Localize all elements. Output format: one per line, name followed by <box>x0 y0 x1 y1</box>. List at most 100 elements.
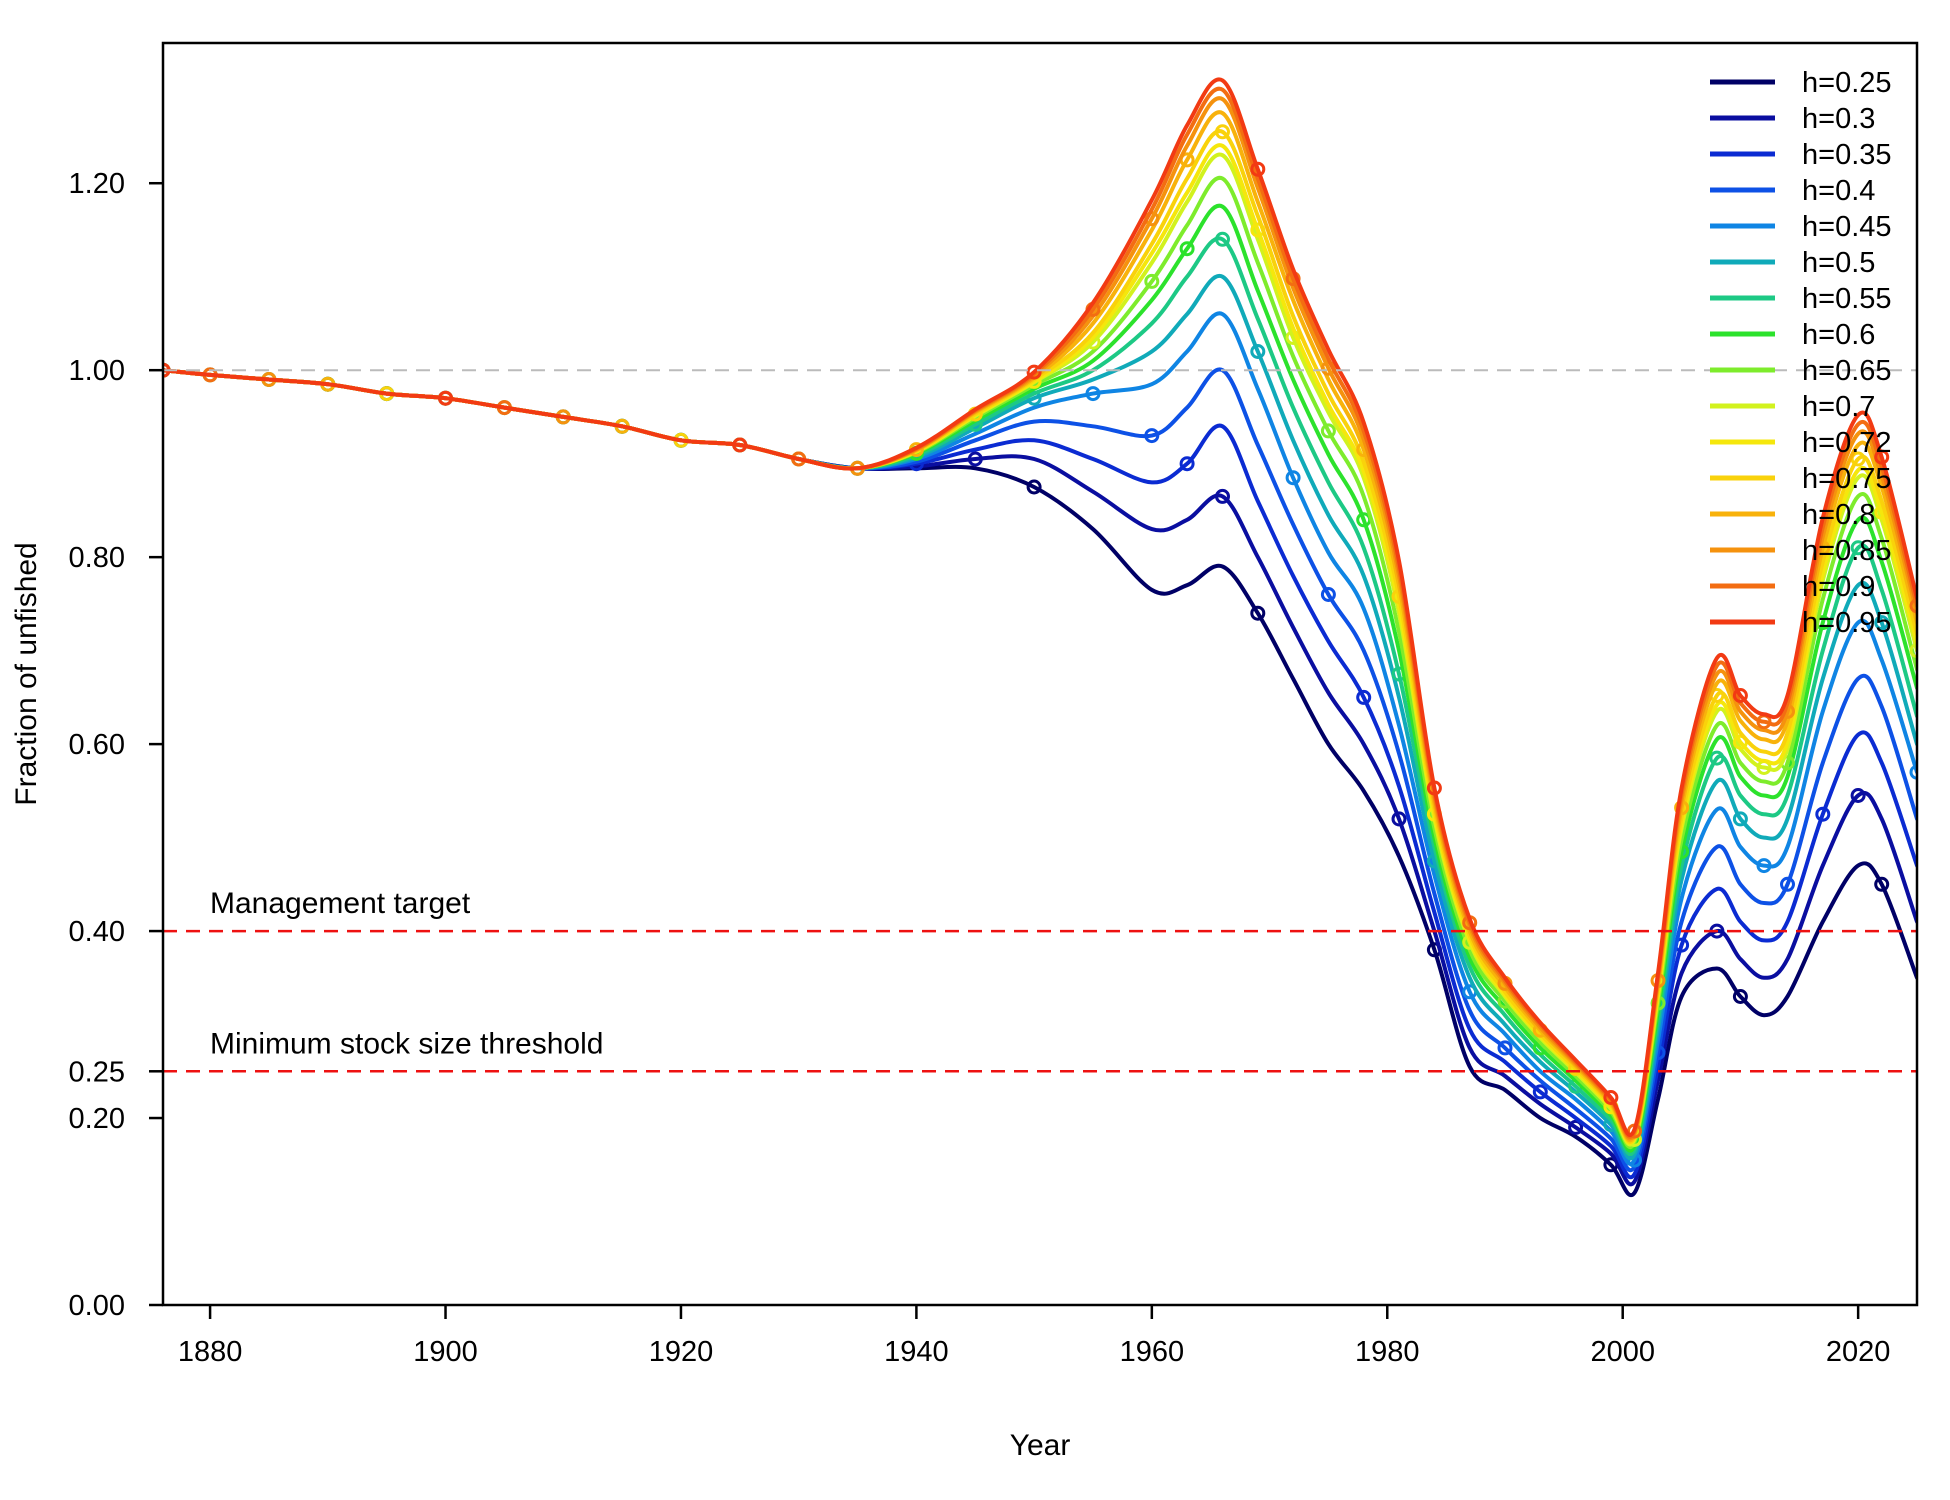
legend-entry: h=0.3 <box>1710 103 1875 135</box>
series-marker <box>1026 479 1042 495</box>
legend-label: h=0.5 <box>1802 247 1875 279</box>
y-tick-label: 0.60 <box>69 729 125 761</box>
x-tick-label: 2000 <box>1590 1336 1655 1368</box>
reference-lines: Management target Minimum stock size thre… <box>163 369 1917 1073</box>
series-marker <box>1909 643 1917 659</box>
reference-line-label: Management target <box>210 887 471 920</box>
x-tick-label: 1960 <box>1120 1336 1185 1368</box>
series-marker <box>1874 615 1890 631</box>
x-tick-label: 1940 <box>884 1336 949 1368</box>
series-marker <box>1909 598 1917 614</box>
series-marker <box>438 390 453 406</box>
x-tick-label: 1900 <box>413 1336 478 1368</box>
x-tick-label: 2020 <box>1826 1336 1891 1368</box>
legend-label: h=0.7 <box>1802 391 1875 423</box>
series-marker <box>1568 1119 1584 1135</box>
series-marker <box>1909 764 1917 780</box>
legend-label: h=0.3 <box>1802 103 1875 135</box>
series-marker <box>1497 1040 1513 1056</box>
legend-label: h=0.9 <box>1802 571 1875 603</box>
x-axis-title: Year <box>1010 1429 1071 1462</box>
legend-entry: h=0.85 <box>1710 535 1892 567</box>
series-marker <box>1250 161 1266 177</box>
series-marker <box>967 451 983 467</box>
axes: 1880 1900 1920 1940 1960 1980 2000 2020 0.00 0.20… <box>69 168 1891 1368</box>
series-marker <box>1709 750 1725 766</box>
series-marker <box>1603 1090 1619 1105</box>
series-marker <box>1850 540 1866 556</box>
legend: h=0.25 h=0.3 h=0.35 h=0.4 h=0.45 h=0.5 h=0.55 h… <box>1710 67 1892 639</box>
series-marker <box>1285 470 1301 486</box>
series-marker <box>1780 876 1795 892</box>
series-marker <box>1144 428 1160 444</box>
y-tick-label: 1.20 <box>69 168 125 200</box>
legend-label: h=0.55 <box>1802 283 1892 315</box>
series-marker <box>1215 124 1230 140</box>
y-axis-title: Fraction of unfished <box>10 542 43 805</box>
series-marker <box>1250 605 1266 621</box>
series-line-h=0.95 <box>163 77 1917 1137</box>
legend-entry: h=0.8 <box>1710 499 1875 531</box>
legend-label: h=0.65 <box>1802 355 1892 387</box>
y-tick-label: 0.20 <box>69 1103 125 1135</box>
legend-entry: h=0.5 <box>1710 247 1875 279</box>
legend-entry: h=0.6 <box>1710 319 1875 351</box>
legend-entry: h=0.4 <box>1710 175 1875 207</box>
legend-entry: h=0.72 <box>1710 427 1892 459</box>
series-marker <box>1144 273 1160 289</box>
reference-line-label: Minimum stock size threshold <box>210 1027 603 1060</box>
legend-label: h=0.25 <box>1802 67 1892 99</box>
series-marker <box>1026 364 1042 380</box>
legend-entry: h=0.45 <box>1710 211 1892 243</box>
series-marker <box>1085 386 1101 402</box>
legend-label: h=0.72 <box>1802 427 1892 459</box>
legend-entry: h=0.95 <box>1710 607 1892 639</box>
legend-entry: h=0.35 <box>1710 139 1892 171</box>
legend-label: h=0.35 <box>1802 139 1892 171</box>
series-marker <box>1815 806 1831 822</box>
series-marker <box>1179 241 1195 257</box>
series-marker <box>1756 858 1772 874</box>
series-marker <box>1732 688 1748 703</box>
x-tick-label: 1880 <box>178 1336 243 1368</box>
plot-frame <box>161 41 1919 1307</box>
legend-entry: h=0.7 <box>1710 391 1875 423</box>
series-marker <box>1215 488 1230 504</box>
y-tick-label: 0.80 <box>69 542 125 574</box>
series-marker <box>732 437 748 453</box>
legend-label: h=0.4 <box>1802 175 1875 207</box>
y-tick-label: 0.40 <box>69 916 125 948</box>
series-marker <box>1391 811 1407 827</box>
series-marker <box>1850 788 1866 803</box>
series-marker <box>1532 1084 1548 1100</box>
x-tick-label: 1920 <box>649 1336 714 1368</box>
series-marker <box>1215 231 1230 247</box>
legend-label: h=0.45 <box>1802 211 1892 243</box>
y-tick-label: 0.00 <box>69 1290 125 1322</box>
legend-label: h=0.75 <box>1802 463 1892 495</box>
legend-entry: h=0.25 <box>1710 67 1892 99</box>
legend-entry: h=0.55 <box>1710 283 1892 315</box>
legend-entry: h=0.75 <box>1710 463 1892 495</box>
series-marker <box>1356 689 1372 705</box>
y-tick-label: 1.00 <box>69 355 125 387</box>
series-marker <box>1426 780 1442 796</box>
series-marker <box>1732 989 1748 1004</box>
legend-label: h=0.8 <box>1802 499 1875 531</box>
series-marker <box>1320 423 1336 439</box>
series-line-h=0.9 <box>163 86 1917 1139</box>
legend-label: h=0.95 <box>1802 607 1892 639</box>
series-marker <box>1250 344 1266 359</box>
y-tick-label: 0.25 <box>69 1056 125 1088</box>
series-marker <box>1874 449 1890 465</box>
series-marker <box>1874 876 1890 892</box>
series-marker <box>1732 811 1748 827</box>
series-marker <box>1320 587 1336 602</box>
series-marker <box>1179 456 1195 472</box>
series-lines <box>163 77 1917 1198</box>
legend-label: h=0.85 <box>1802 535 1892 567</box>
legend-label: h=0.6 <box>1802 319 1875 351</box>
legend-entry: h=0.9 <box>1710 571 1875 603</box>
